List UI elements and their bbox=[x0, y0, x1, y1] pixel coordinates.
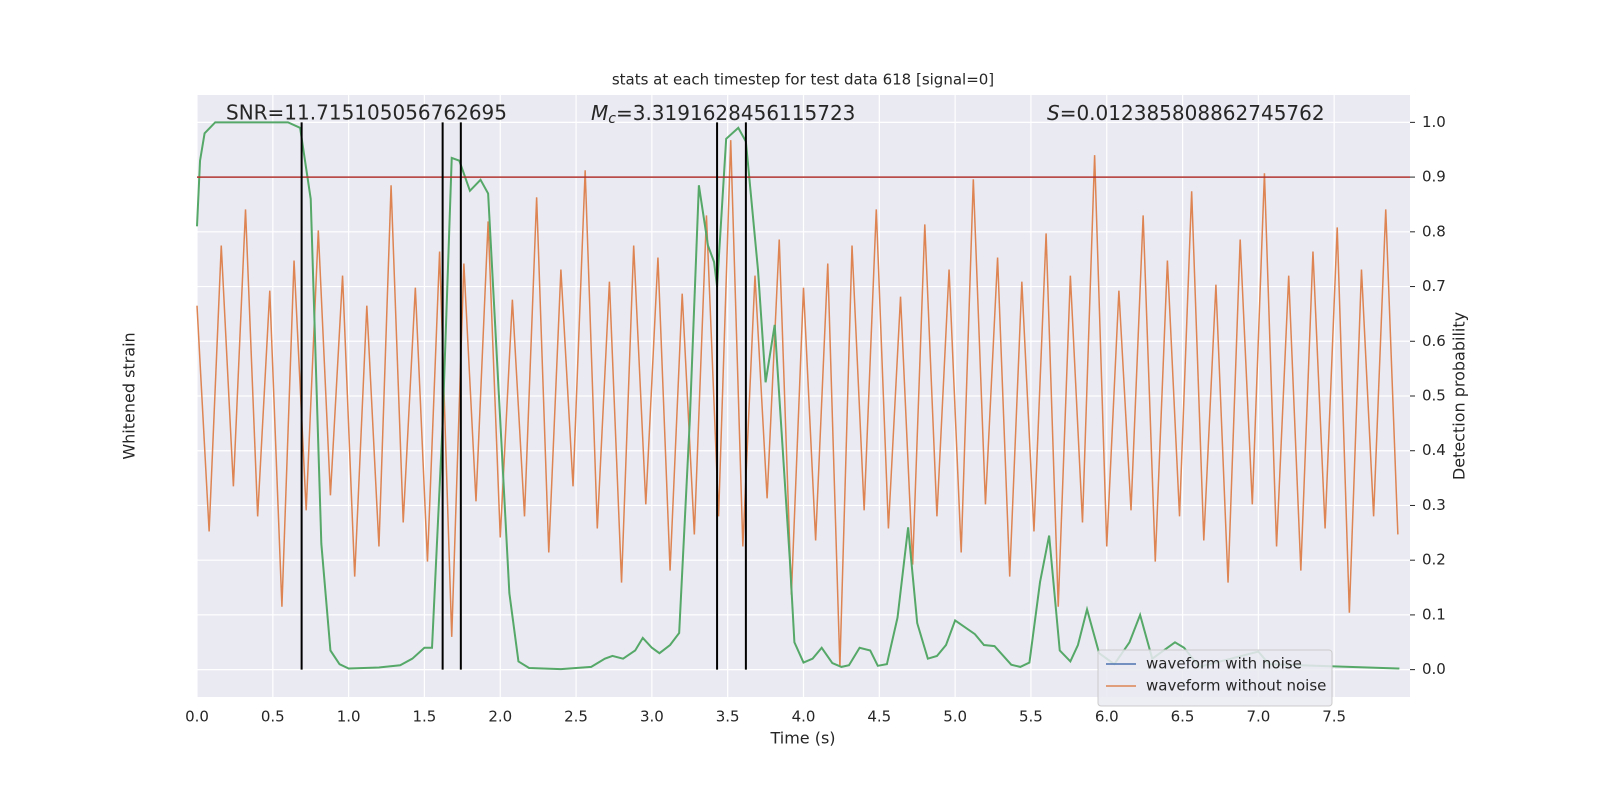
x-tick-label: 7.5 bbox=[1322, 708, 1346, 726]
series-line bbox=[196, 140, 1399, 667]
x-tick-label: 5.5 bbox=[1019, 708, 1043, 726]
x-tick-label: 0.5 bbox=[261, 708, 285, 726]
annotation-symbol: M bbox=[591, 101, 608, 125]
y2-tick-label: 0.5 bbox=[1422, 387, 1446, 405]
y2-tick-label: 0.9 bbox=[1422, 168, 1446, 186]
x-axis-label: Time (s) bbox=[769, 729, 835, 748]
x-tick-label: 6.5 bbox=[1171, 708, 1195, 726]
x-tick-label: 2.0 bbox=[488, 708, 512, 726]
x-tick-label: 1.0 bbox=[337, 708, 361, 726]
x-tick-label: 2.5 bbox=[564, 708, 588, 726]
x-tick-label: 1.5 bbox=[413, 708, 437, 726]
y2-tick-label: 0.2 bbox=[1422, 551, 1446, 569]
x-tick-label: 6.0 bbox=[1095, 708, 1119, 726]
annotation-symbol: S bbox=[1047, 101, 1060, 125]
y-axis-label: Whitened strain bbox=[120, 332, 139, 459]
annotation-sub: c bbox=[608, 111, 616, 127]
x-tick-label: 5.0 bbox=[943, 708, 967, 726]
y2-tick-label: 0.6 bbox=[1422, 332, 1446, 350]
y2-tick-label: 0.4 bbox=[1422, 441, 1446, 459]
x-tick-label: 7.0 bbox=[1246, 708, 1270, 726]
y2-tick-label: 0.0 bbox=[1422, 660, 1446, 678]
y2-tick-label: 0.1 bbox=[1422, 605, 1446, 623]
annotation-text: =3.3191628456115723 bbox=[616, 101, 855, 125]
x-tick-label: 3.5 bbox=[716, 708, 740, 726]
legend-label: waveform without noise bbox=[1146, 677, 1326, 695]
y2-tick-label: 1.0 bbox=[1422, 113, 1446, 131]
x-tick-label: 4.0 bbox=[792, 708, 816, 726]
legend-box bbox=[1097, 649, 1333, 707]
series-line bbox=[196, 121, 1400, 671]
y2-axis-label: Detection probability bbox=[1450, 312, 1469, 480]
annotation: Mc=3.3191628456115723 bbox=[591, 101, 855, 128]
chart-title: stats at each timestep for test data 618… bbox=[612, 71, 994, 89]
legend-label: waveform with noise bbox=[1146, 655, 1302, 673]
annotation: S=0.012385808862745762 bbox=[1047, 101, 1325, 125]
annotation: SNR=11.715105056762695 bbox=[226, 101, 507, 125]
y2-tick-label: 0.3 bbox=[1422, 496, 1446, 514]
y2-tick-label: 0.7 bbox=[1422, 277, 1446, 295]
x-tick-label: 0.0 bbox=[185, 708, 209, 726]
annotation-text: =0.012385808862745762 bbox=[1060, 101, 1325, 125]
x-tick-label: 4.5 bbox=[867, 708, 891, 726]
x-tick-label: 3.0 bbox=[640, 708, 664, 726]
y2-tick-label: 0.8 bbox=[1422, 222, 1446, 240]
